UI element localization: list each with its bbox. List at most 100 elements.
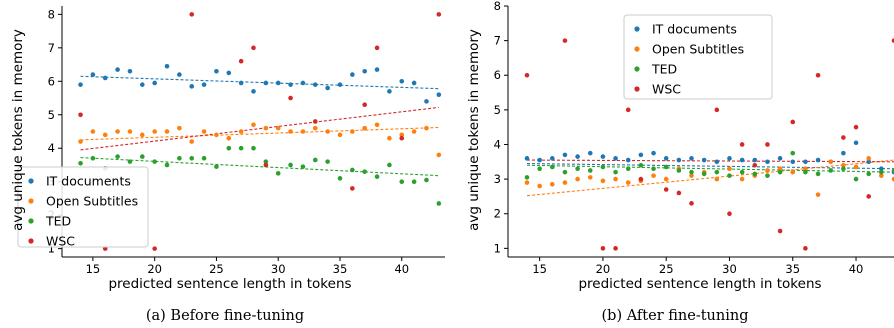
data-point-b xyxy=(663,187,669,192)
data-point-a xyxy=(325,129,330,134)
legend-marker-b xyxy=(634,66,640,72)
x-tick-label-a: 25 xyxy=(209,262,224,276)
data-point-b xyxy=(853,124,859,130)
data-point-a xyxy=(374,174,380,179)
legend-box-a xyxy=(17,166,149,248)
data-point-a xyxy=(238,80,244,86)
x-tick-label-a: 40 xyxy=(394,262,409,276)
data-point-b xyxy=(575,166,580,172)
legend-label-a: WSC xyxy=(46,234,75,249)
data-point-a xyxy=(152,159,157,164)
data-point-a xyxy=(350,129,355,134)
data-point-a xyxy=(263,80,269,86)
legend-label-b: Open Subtitles xyxy=(652,42,744,57)
caption-b: (b) After fine-tuning xyxy=(602,308,749,324)
data-point-b xyxy=(587,168,593,173)
data-point-a xyxy=(436,92,442,97)
data-point-b xyxy=(600,154,606,159)
data-point-b xyxy=(651,150,656,156)
data-point-b xyxy=(537,183,542,189)
data-point-a xyxy=(251,45,256,51)
data-point-b xyxy=(739,169,745,175)
x-tick-label-b: 20 xyxy=(596,262,611,276)
legend-marker-b xyxy=(634,86,640,92)
data-point-b xyxy=(549,156,555,161)
data-point-a xyxy=(238,129,244,134)
trend-line-b xyxy=(526,162,894,170)
data-point-a xyxy=(102,75,108,81)
x-tick-label-a: 35 xyxy=(333,262,348,276)
data-point-b xyxy=(815,157,821,163)
data-point-b xyxy=(600,164,606,170)
data-point-a xyxy=(78,112,83,118)
data-point-b xyxy=(879,173,884,178)
data-point-a xyxy=(102,132,108,138)
y-tick-label-b: 6 xyxy=(494,68,501,82)
data-point-b xyxy=(663,164,669,170)
data-point-a xyxy=(226,70,232,76)
data-point-b xyxy=(638,176,644,182)
data-point-a xyxy=(78,82,83,87)
data-point-b xyxy=(790,119,796,125)
y-tick-label-a: 7 xyxy=(48,41,55,55)
data-point-b xyxy=(701,171,707,177)
data-point-b xyxy=(524,156,530,161)
data-point-b xyxy=(689,173,694,178)
data-point-b xyxy=(537,166,542,172)
data-point-b xyxy=(765,142,770,147)
data-point-b xyxy=(866,159,871,165)
data-point-b xyxy=(613,156,618,161)
y-tick-label-b: 4 xyxy=(494,137,501,151)
data-point-a xyxy=(201,129,207,134)
data-point-b xyxy=(587,175,593,180)
data-point-b xyxy=(727,166,732,172)
data-point-b xyxy=(739,176,745,182)
data-point-b xyxy=(676,157,682,163)
data-point-b xyxy=(790,150,796,156)
data-point-a xyxy=(399,132,405,138)
data-point-a xyxy=(177,125,182,131)
data-point-b xyxy=(562,152,568,158)
data-point-b xyxy=(638,152,644,158)
data-point-a xyxy=(214,68,219,74)
legend-label-b: WSC xyxy=(652,82,681,97)
data-point-a xyxy=(312,157,318,163)
data-point-a xyxy=(189,84,195,89)
y-tick-label-a: 4 xyxy=(48,141,55,155)
y-tick-label-a: 6 xyxy=(48,74,55,88)
data-point-a xyxy=(164,63,170,69)
trend-line-b xyxy=(526,159,894,163)
data-point-a xyxy=(127,159,133,164)
data-point-b xyxy=(663,156,669,161)
data-point-a xyxy=(140,82,145,87)
y-axis-label-a: avg unique tokens in memory xyxy=(10,29,26,231)
data-point-a xyxy=(164,129,170,134)
data-point-a xyxy=(411,129,417,134)
data-point-b xyxy=(739,142,745,147)
y-tick-label-a: 1 xyxy=(48,242,55,256)
data-point-a xyxy=(164,162,170,168)
legend-marker-a xyxy=(28,198,34,204)
data-point-b xyxy=(625,107,631,113)
data-point-a xyxy=(90,155,96,161)
data-point-b xyxy=(727,173,732,178)
data-point-a xyxy=(226,145,232,151)
data-point-b xyxy=(676,190,682,196)
data-point-a xyxy=(374,45,380,51)
data-point-a xyxy=(189,155,195,161)
data-point-b xyxy=(549,164,555,170)
data-point-b xyxy=(891,176,894,182)
data-point-b xyxy=(853,164,859,170)
data-point-b xyxy=(815,72,821,78)
data-point-b xyxy=(815,192,821,197)
data-point-a xyxy=(140,132,145,138)
data-point-b xyxy=(638,162,644,168)
data-point-a xyxy=(189,12,195,17)
data-point-b xyxy=(765,168,770,173)
data-point-a xyxy=(140,154,145,159)
data-point-b xyxy=(790,159,796,165)
trend-line-a xyxy=(80,75,439,90)
data-point-a xyxy=(325,159,330,164)
x-tick-label-b: 40 xyxy=(849,262,864,276)
